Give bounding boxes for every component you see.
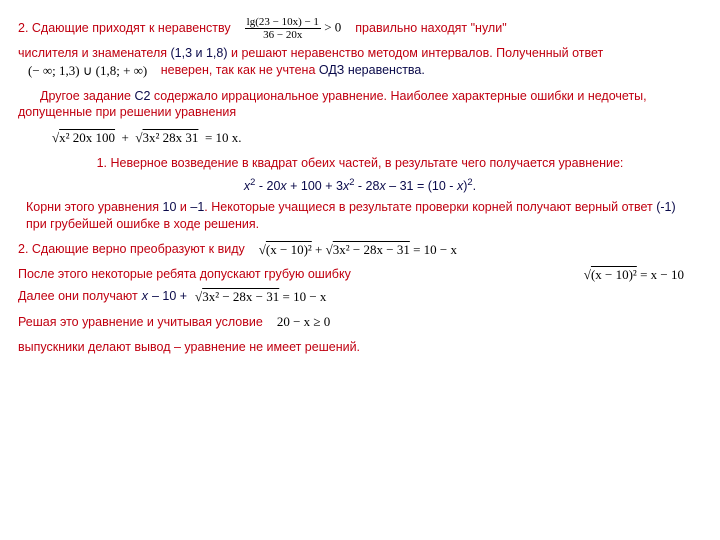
equation-1: √x² 20x 100 + √3x² 28x 31 = 10 x. bbox=[18, 129, 702, 147]
p5: 2. Сдающие верно преобразуют к виду bbox=[18, 241, 245, 258]
inequality-fraction: lg(23 − 10x) − 1 36 − 20x > 0 bbox=[241, 16, 346, 41]
eq2c: = 10 − x bbox=[413, 242, 457, 257]
p4-equation-line: x2 - 20x + 100 + 3x2 - 28x – 31 = (10 - … bbox=[18, 176, 702, 195]
eq3a: (x − 10)² bbox=[591, 267, 637, 282]
interval-answer: (− ∞; 1,3) ∪ (1,8; + ∞) bbox=[24, 62, 151, 80]
p7c: – 10 + bbox=[152, 288, 187, 305]
paragraph-7: Далее они получают x – 10 + √3x² − 28x −… bbox=[18, 288, 702, 306]
paragraph-3: Другое задание С2 содержало иррациональн… bbox=[18, 88, 702, 122]
eq2: √(x − 10)² + √3x² − 28x − 31 = 10 − x bbox=[255, 241, 461, 259]
p4b5: . Некоторые учащиеся в результате провер… bbox=[204, 200, 656, 214]
paragraph-8: Решая это уравнение и учитывая условие 2… bbox=[18, 313, 702, 331]
paragraph-5: 2. Сдающие верно преобразуют к виду √(x … bbox=[18, 241, 702, 259]
eq4: √3x² − 28x − 31 = 10 − x bbox=[191, 288, 330, 306]
eq4b: = 10 − x bbox=[283, 289, 327, 304]
paragraph-2: числителя и знаменателя (1,3 и 1,8) и ре… bbox=[18, 45, 702, 79]
eq3: √(x − 10)² = x − 10 bbox=[580, 266, 688, 284]
eq1b: 3x² 28x 31 bbox=[143, 130, 199, 145]
eq1: √x² 20x 100 + √3x² 28x 31 = 10 x. bbox=[48, 129, 246, 147]
p2d: неверен, так как не учтена bbox=[161, 63, 319, 77]
p7b: x bbox=[142, 288, 148, 305]
p3a: Другое задание bbox=[40, 89, 134, 103]
p4b3: и bbox=[180, 200, 190, 214]
frac-num: lg(23 − 10x) − 1 bbox=[245, 16, 321, 29]
p8: Решая это уравнение и учитывая условие bbox=[18, 314, 263, 331]
eq5: 20 − x ≥ 0 bbox=[273, 313, 334, 331]
frac-den: 36 − 20x bbox=[245, 29, 321, 41]
p3b: С2 bbox=[134, 89, 153, 103]
eq3b: = x − 10 bbox=[640, 267, 684, 282]
p2b: (1,3 и 1,8) bbox=[171, 46, 231, 60]
p1-text-b: правильно находят "нули" bbox=[355, 20, 506, 37]
p4b2: 10 bbox=[163, 200, 180, 214]
paragraph-1: 2. Сдающие приходят к неравенству lg(23 … bbox=[18, 16, 702, 41]
paragraph-6: После этого некоторые ребята допускают г… bbox=[18, 266, 702, 284]
eq1a: x² 20x 100 bbox=[59, 130, 115, 145]
gt-zero: > 0 bbox=[324, 20, 341, 35]
p4-heading: 1. Неверное возведение в квадрат обеих ч… bbox=[18, 155, 702, 172]
p7a: Далее они получают bbox=[18, 288, 138, 305]
p2a: числителя и знаменателя bbox=[18, 46, 171, 60]
eq1c: = 10 x. bbox=[205, 130, 242, 145]
p2c: и решают неравенство методом интервалов.… bbox=[231, 46, 603, 60]
paragraph-9: выпускники делают вывод – уравнение не и… bbox=[18, 339, 702, 356]
eq2a: (x − 10)² bbox=[266, 242, 312, 257]
p6: После этого некоторые ребята допускают г… bbox=[18, 266, 351, 283]
p1-text-a: 2. Сдающие приходят к неравенству bbox=[18, 20, 231, 37]
eq4a: 3x² − 28x − 31 bbox=[202, 289, 279, 304]
p2e: ОДЗ неравенства. bbox=[319, 63, 425, 77]
p4eq: x2 - 20x + 100 + 3x2 - 28x – 31 = (10 - … bbox=[244, 179, 476, 193]
eq2b: 3x² − 28x − 31 bbox=[333, 242, 410, 257]
p4-tail: Корни этого уравнения 10 и –1. Некоторые… bbox=[18, 199, 702, 233]
p4b1: Корни этого уравнения bbox=[26, 200, 163, 214]
p4b7: при грубейшей ошибке в ходе решения. bbox=[26, 217, 259, 231]
p4b6: (-1) bbox=[656, 200, 675, 214]
p4b4: –1 bbox=[190, 200, 204, 214]
